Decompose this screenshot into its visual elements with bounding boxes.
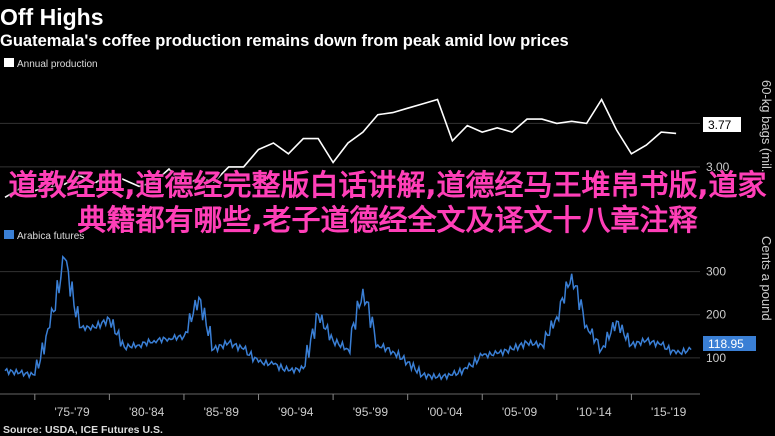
- x-tick-label: '90-'94: [278, 405, 314, 419]
- x-tick-label: '95-'99: [353, 405, 389, 419]
- futures-axis-label: Cents a pound: [759, 236, 774, 321]
- futures-panel: Arabica futures 100 200 300 118.95 Cents a…: [0, 230, 774, 381]
- futures-last-value-box: [703, 336, 756, 351]
- x-tick-label: '05-'09: [502, 405, 538, 419]
- futures-tick-label: 100: [706, 351, 726, 365]
- production-panel: Annual production 3.004.00 3.77 60-kg ba…: [0, 58, 774, 198]
- chart-subtitle: Guatemala's coffee production remains do…: [0, 32, 569, 50]
- legend-swatch-futures: [4, 230, 14, 239]
- x-tick-label: '10-'14: [576, 405, 612, 419]
- legend-label-futures: Arabica futures: [17, 231, 84, 242]
- source-note: Source: USDA, ICE Futures U.S.: [3, 424, 163, 436]
- x-tick-label: '75-'79: [54, 405, 90, 419]
- x-tick-label: '80-'84: [129, 405, 165, 419]
- futures-tick-label: 200: [706, 308, 726, 322]
- futures-series-line: [4, 254, 692, 381]
- production-tick-label: 3.00: [706, 160, 730, 174]
- overlay-text: 道教经典,道德经完整版白话讲解,道德经马王堆帛书版,道家典籍都有哪些,老子道德经…: [8, 168, 767, 237]
- x-tick-label: '00-'04: [427, 405, 463, 419]
- x-tick-label: '15-'19: [651, 405, 687, 419]
- x-axis: '75-'79 '80-'84 '85-'89 '90-'94 '95-'99 '00-'…: [34, 394, 687, 419]
- production-series-line: [4, 97, 677, 198]
- production-last-value-box: [703, 117, 741, 132]
- futures-tick-label: 300: [706, 265, 726, 279]
- production-last-value-label: 3.77: [708, 118, 732, 132]
- chart-title: Off Highs: [0, 4, 104, 30]
- legend-label-production: Annual production: [17, 59, 98, 70]
- production-axis-label: 60-kg bags (mil...: [759, 80, 774, 180]
- x-tick-label: '85-'89: [204, 405, 240, 419]
- legend-swatch-production: [4, 58, 14, 67]
- futures-last-value-label: 118.95: [708, 337, 744, 351]
